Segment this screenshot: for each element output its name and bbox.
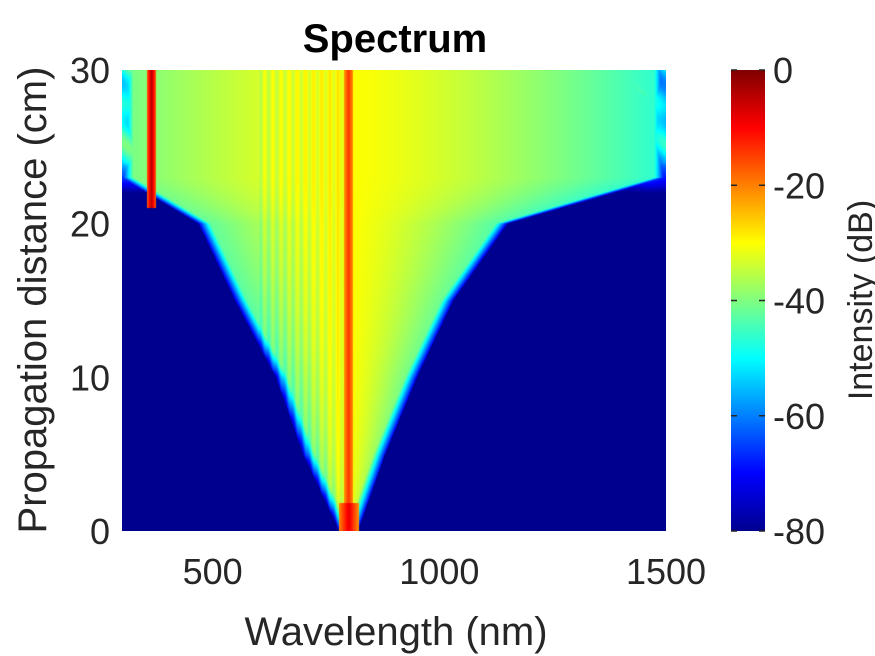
colorbar-tick-label: -40: [773, 281, 825, 322]
x-tick-label: 1000: [399, 551, 479, 592]
colorbar-tick-label: -20: [773, 165, 825, 206]
colorbar-tick-label: 0: [773, 50, 793, 91]
x-axis-ticks: 500 1000 1500: [183, 551, 706, 592]
y-tick-label: 10: [70, 357, 110, 398]
heatmap-plot-area: [122, 70, 666, 531]
colorbar-label: Intensity (dB): [842, 200, 875, 400]
x-axis-label: Wavelength (nm): [244, 610, 547, 654]
colorbar-tick-label: -60: [773, 396, 825, 437]
x-tick-label: 500: [183, 551, 243, 592]
y-axis-label: Propagation distance (cm): [11, 67, 55, 534]
y-tick-label: 0: [90, 511, 110, 552]
x-tick-label: 1500: [626, 551, 706, 592]
y-axis-ticks: 0 10 20 30: [70, 50, 110, 552]
chart-title: Spectrum: [303, 17, 488, 61]
y-tick-label: 30: [70, 50, 110, 91]
colorbar-tick-label: -80: [773, 511, 825, 552]
colorbar-ticks: 0 -20 -40 -60 -80: [731, 50, 825, 552]
heatmap-image: [122, 70, 666, 531]
y-tick-label: 20: [70, 204, 110, 245]
